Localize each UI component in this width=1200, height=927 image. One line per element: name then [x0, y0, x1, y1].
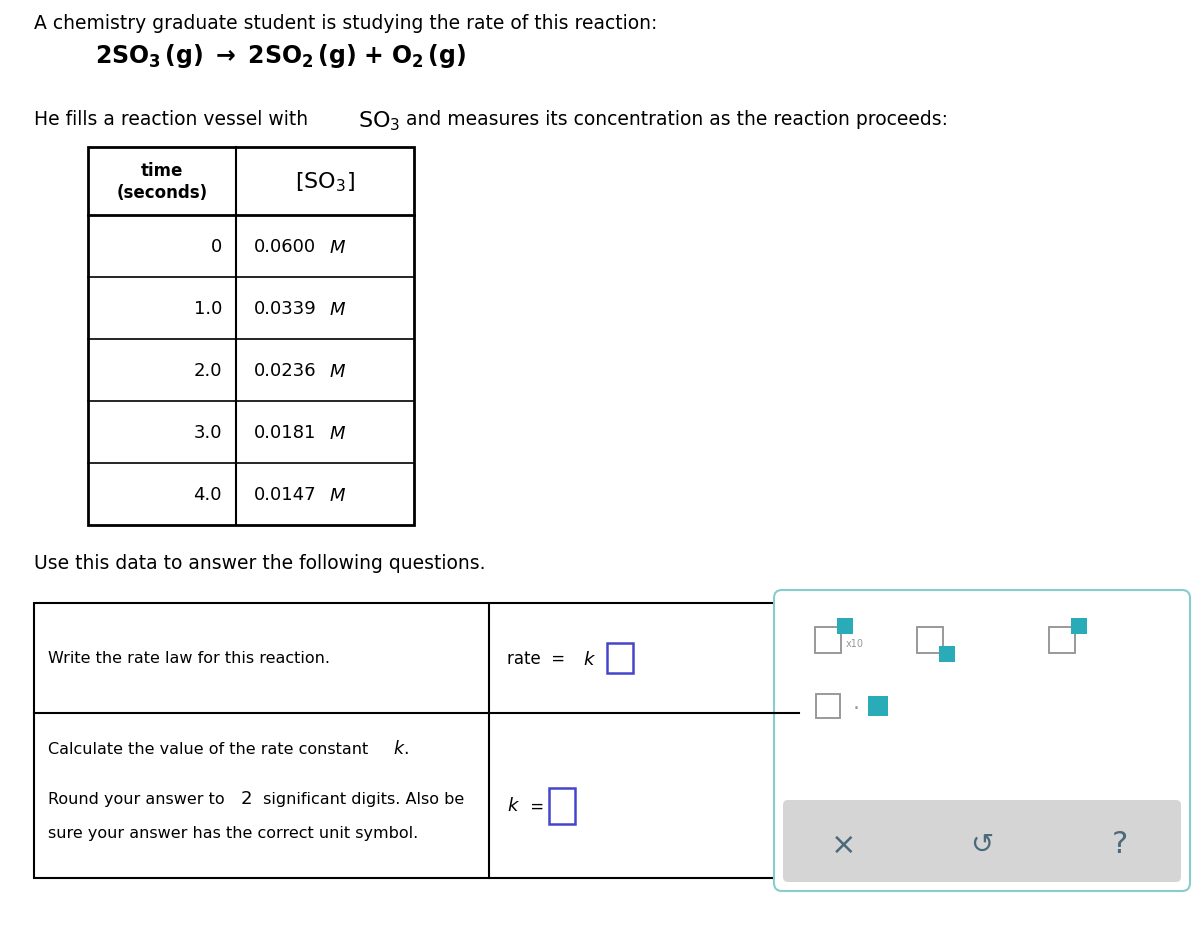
Text: $k$: $k$: [508, 796, 520, 815]
Bar: [816, 694, 840, 718]
Bar: [815, 628, 841, 654]
Text: ×: ×: [832, 830, 857, 858]
Text: Round your answer to: Round your answer to: [48, 791, 229, 806]
Text: $2$: $2$: [240, 789, 252, 807]
Bar: [550, 788, 575, 823]
Text: significant digits. Also be: significant digits. Also be: [258, 791, 464, 806]
Text: sure your answer has the correct unit symbol.: sure your answer has the correct unit sy…: [48, 825, 419, 840]
Text: ·: ·: [852, 698, 859, 718]
Text: 3.0: 3.0: [193, 424, 222, 441]
Text: 0.0600: 0.0600: [254, 237, 316, 256]
Text: and measures its concentration as the reaction proceeds:: and measures its concentration as the re…: [400, 110, 948, 129]
Bar: [1049, 628, 1075, 654]
FancyBboxPatch shape: [774, 590, 1190, 891]
Bar: [1072, 618, 1087, 634]
Text: $k$: $k$: [583, 651, 596, 668]
Text: x10: x10: [846, 639, 864, 648]
Text: 0.0147: 0.0147: [254, 486, 317, 503]
Bar: [940, 646, 955, 662]
Text: 1.0: 1.0: [193, 299, 222, 318]
Bar: [34, 603, 799, 878]
Text: 0.0339: 0.0339: [254, 299, 317, 318]
Text: Write the rate law for this reaction.: Write the rate law for this reaction.: [48, 651, 330, 666]
Text: time
(seconds): time (seconds): [116, 162, 208, 201]
Text: =: =: [526, 797, 550, 816]
Text: $\mathbf{2SO_3\,(g)\ {\rightarrow}\ 2SO_2\,(g)\ {+}\ O_2\,(g)}$: $\mathbf{2SO_3\,(g)\ {\rightarrow}\ 2SO_…: [95, 42, 466, 70]
Text: 4.0: 4.0: [193, 486, 222, 503]
Bar: [88, 147, 414, 526]
Text: Use this data to answer the following questions.: Use this data to answer the following qu…: [34, 553, 486, 572]
Text: 0: 0: [211, 237, 222, 256]
Text: He fills a reaction vessel with: He fills a reaction vessel with: [34, 110, 314, 129]
Text: $M$: $M$: [329, 487, 346, 504]
Text: A chemistry graduate student is studying the rate of this reaction:: A chemistry graduate student is studying…: [34, 14, 658, 33]
Bar: [607, 643, 634, 673]
Text: Calculate the value of the rate constant: Calculate the value of the rate constant: [48, 742, 373, 756]
Text: $\mathrm{SO_3}$: $\mathrm{SO_3}$: [358, 108, 401, 133]
FancyBboxPatch shape: [784, 800, 1181, 883]
Bar: [917, 628, 943, 654]
Text: 2.0: 2.0: [193, 362, 222, 379]
Text: $M$: $M$: [329, 362, 346, 381]
Text: rate  =: rate =: [508, 649, 570, 667]
Text: 0.0236: 0.0236: [254, 362, 317, 379]
Text: ↺: ↺: [971, 830, 994, 858]
Bar: [868, 696, 888, 717]
Text: $k.$: $k.$: [394, 739, 409, 757]
Text: $M$: $M$: [329, 425, 346, 442]
Text: $M$: $M$: [329, 239, 346, 257]
Bar: [838, 618, 853, 634]
Text: 0.0181: 0.0181: [254, 424, 317, 441]
Text: $M$: $M$: [329, 300, 346, 319]
Text: ?: ?: [1112, 830, 1128, 858]
Text: $\left[\mathrm{SO_3}\right]$: $\left[\mathrm{SO_3}\right]$: [295, 170, 355, 194]
